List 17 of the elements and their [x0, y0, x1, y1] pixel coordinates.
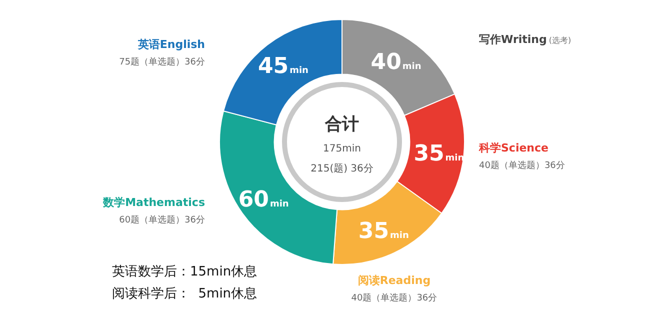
text: 英语数学后：15min休息 — [112, 264, 258, 280]
slice-label: 阅读Reading — [358, 274, 431, 287]
slice-label: 数学Mathematics — [102, 196, 206, 209]
data-label: 40min — [370, 50, 422, 76]
slice-label: 写作Writing — [479, 32, 547, 46]
text: 75题（单选题）36分 — [119, 56, 205, 68]
data-label: 60min — [238, 187, 289, 212]
text: 215(题) 36分 — [310, 162, 374, 175]
text: (选考) — [548, 36, 572, 46]
text: 60题（单选题）36分 — [119, 214, 205, 226]
slice-label: 科学Science — [478, 141, 548, 154]
slice-label: 英语English — [136, 38, 205, 51]
text: 40题（单选题）36分 — [351, 292, 438, 304]
text: 阅读科学后： 5min休息 — [112, 286, 258, 302]
text: 40题（单选题）36分 — [479, 160, 565, 171]
text: 合计 — [324, 114, 359, 134]
text: 175min — [323, 144, 361, 155]
